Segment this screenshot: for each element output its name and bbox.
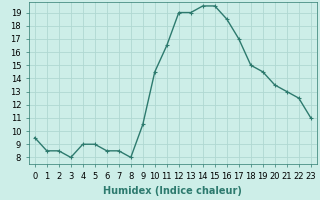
X-axis label: Humidex (Indice chaleur): Humidex (Indice chaleur) (103, 186, 242, 196)
